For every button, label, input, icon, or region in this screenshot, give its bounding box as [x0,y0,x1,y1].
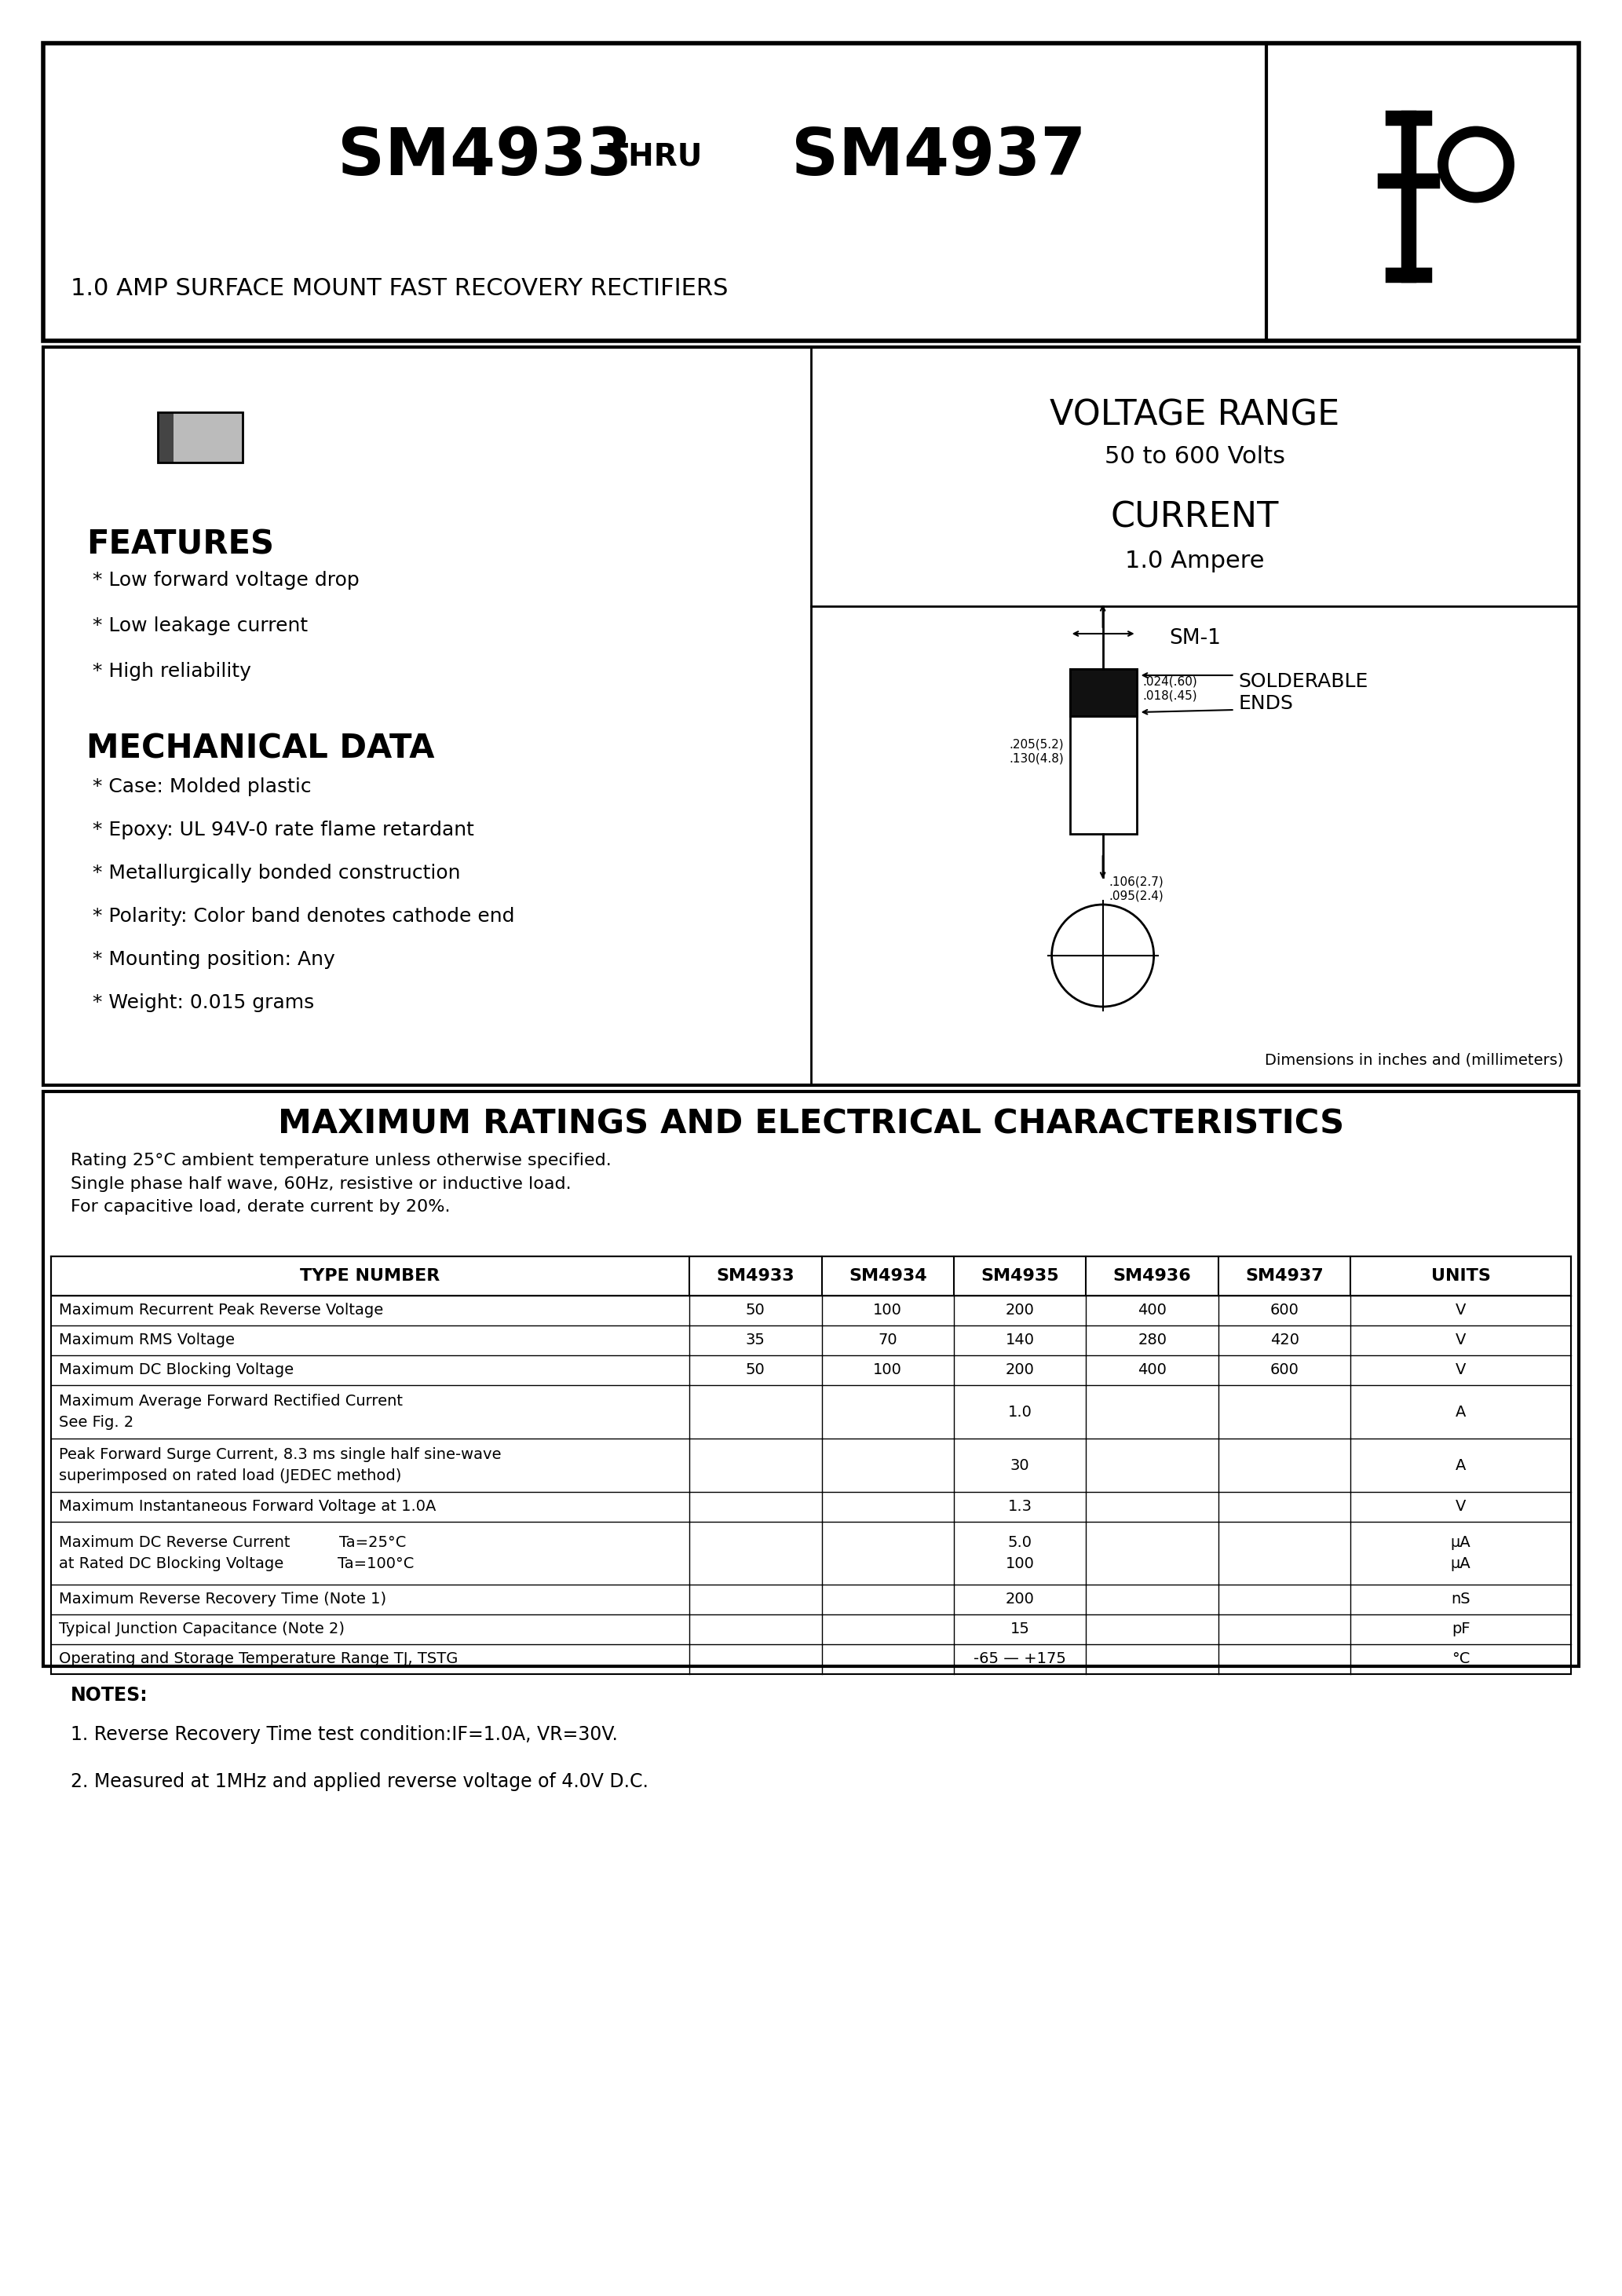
Text: V: V [1455,1499,1466,1515]
Text: 1.0: 1.0 [1007,1405,1032,1419]
Text: Maximum Reverse Recovery Time (Note 1): Maximum Reverse Recovery Time (Note 1) [58,1591,386,1607]
Text: 100: 100 [873,1304,902,1318]
Text: 35: 35 [746,1334,766,1348]
Text: SM4935: SM4935 [981,1267,1059,1283]
Text: 2. Measured at 1MHz and applied reverse voltage of 4.0V D.C.: 2. Measured at 1MHz and applied reverse … [71,1773,649,1791]
Text: Rating 25°C ambient temperature unless otherwise specified.
Single phase half wa: Rating 25°C ambient temperature unless o… [71,1153,611,1215]
Text: Maximum DC Blocking Voltage: Maximum DC Blocking Voltage [58,1364,294,1378]
Text: V: V [1455,1364,1466,1378]
Text: * Metallurgically bonded construction: * Metallurgically bonded construction [92,863,461,882]
Text: 420: 420 [1270,1334,1299,1348]
Text: Maximum DC Reverse Current          Ta=25°C
at Rated DC Blocking Voltage        : Maximum DC Reverse Current Ta=25°C at Ra… [58,1536,414,1570]
Text: * Mounting position: Any: * Mounting position: Any [92,951,336,969]
Text: SM4933: SM4933 [717,1267,795,1283]
Text: µA
µA: µA µA [1450,1536,1471,1570]
Text: MAXIMUM RATINGS AND ELECTRICAL CHARACTERISTICS: MAXIMUM RATINGS AND ELECTRICAL CHARACTER… [277,1107,1345,1141]
Text: .106(2.7)
.095(2.4): .106(2.7) .095(2.4) [1109,877,1165,902]
Text: 400: 400 [1137,1364,1166,1378]
Text: 50 to 600 Volts: 50 to 600 Volts [1105,445,1285,468]
Text: THRU: THRU [597,142,712,172]
Bar [1071,668,1137,716]
Text: V: V [1455,1304,1466,1318]
Text: FEATURES: FEATURES [86,528,274,560]
Text: 400: 400 [1137,1304,1166,1318]
Text: TYPE NUMBER: TYPE NUMBER [300,1267,440,1283]
Bar [1071,668,1137,716]
Text: * Epoxy: UL 94V-0 rate flame retardant: * Epoxy: UL 94V-0 rate flame retardant [92,820,474,840]
Text: -65 — +175: -65 — +175 [973,1651,1066,1667]
Bar [157,413,243,461]
Text: * High reliability: * High reliability [92,661,251,682]
Text: * Low forward voltage drop: * Low forward voltage drop [92,572,360,590]
Text: SM4933: SM4933 [337,124,655,188]
Text: MECHANICAL DATA: MECHANICAL DATA [86,732,435,765]
Text: 5.0
100: 5.0 100 [1006,1536,1035,1570]
Text: * Weight: 0.015 grams: * Weight: 0.015 grams [92,994,315,1013]
Text: 1. Reverse Recovery Time test condition:IF=1.0A, VR=30V.: 1. Reverse Recovery Time test condition:… [71,1724,618,1745]
Text: pF: pF [1452,1621,1470,1637]
Text: SM4937: SM4937 [655,124,1087,188]
Text: 1.0 AMP SURFACE MOUNT FAST RECOVERY RECTIFIERS: 1.0 AMP SURFACE MOUNT FAST RECOVERY RECT… [71,278,728,301]
Text: A: A [1455,1458,1466,1472]
Text: 100: 100 [873,1364,902,1378]
Text: Peak Forward Surge Current, 8.3 ms single half sine-wave
superimposed on rated l: Peak Forward Surge Current, 8.3 ms singl… [58,1446,501,1483]
Bar [50,1256,1572,1295]
Text: NOTES:: NOTES: [71,1685,148,1704]
Text: 15: 15 [1011,1621,1030,1637]
Text: * Case: Molded plastic: * Case: Molded plastic [92,778,311,797]
Text: CURRENT: CURRENT [1111,501,1280,535]
Text: 30: 30 [1011,1458,1030,1472]
Text: 200: 200 [1006,1304,1035,1318]
Text: 70: 70 [878,1334,897,1348]
Text: SM4936: SM4936 [1113,1267,1192,1283]
Text: Maximum Average Forward Rectified Current
See Fig. 2: Maximum Average Forward Rectified Curren… [58,1394,402,1430]
Text: SM-1: SM-1 [1169,629,1221,647]
Bar [44,347,1578,1086]
Bar [1071,668,1137,833]
Text: V: V [1455,1334,1466,1348]
Text: Maximum RMS Voltage: Maximum RMS Voltage [58,1334,235,1348]
Text: °C: °C [1452,1651,1470,1667]
Text: 50: 50 [746,1304,766,1318]
Text: Maximum Instantaneous Forward Voltage at 1.0A: Maximum Instantaneous Forward Voltage at… [58,1499,436,1515]
Bar [157,413,174,461]
Text: .205(5.2)
.130(4.8): .205(5.2) .130(4.8) [1009,739,1064,765]
Text: SOLDERABLE
ENDS: SOLDERABLE ENDS [1239,673,1369,712]
Text: 200: 200 [1006,1364,1035,1378]
Text: 600: 600 [1270,1304,1299,1318]
Text: 1.0 Ampere: 1.0 Ampere [1126,549,1265,572]
Text: .024(.60)
.018(.45): .024(.60) .018(.45) [1144,675,1197,700]
Text: 1.3: 1.3 [1007,1499,1032,1515]
Text: nS: nS [1452,1591,1471,1607]
Text: Operating and Storage Temperature Range TJ, TSTG: Operating and Storage Temperature Range … [58,1651,457,1667]
Bar [44,44,1578,340]
Text: A: A [1455,1405,1466,1419]
Text: 50: 50 [746,1364,766,1378]
Text: Maximum Recurrent Peak Reverse Voltage: Maximum Recurrent Peak Reverse Voltage [58,1304,383,1318]
Bar [157,413,243,461]
Text: 280: 280 [1137,1334,1166,1348]
Text: VOLTAGE RANGE: VOLTAGE RANGE [1049,397,1340,432]
Text: Dimensions in inches and (millimeters): Dimensions in inches and (millimeters) [1265,1054,1564,1068]
Text: 140: 140 [1006,1334,1035,1348]
Text: 200: 200 [1006,1591,1035,1607]
Text: * Polarity: Color band denotes cathode end: * Polarity: Color band denotes cathode e… [92,907,514,925]
Text: SM4934: SM4934 [848,1267,926,1283]
Text: Typical Junction Capacitance (Note 2): Typical Junction Capacitance (Note 2) [58,1621,344,1637]
Text: 600: 600 [1270,1364,1299,1378]
Text: * Low leakage current: * Low leakage current [92,615,308,636]
Bar [44,1091,1578,1667]
Text: SM4937: SM4937 [1246,1267,1324,1283]
Text: UNITS: UNITS [1431,1267,1491,1283]
